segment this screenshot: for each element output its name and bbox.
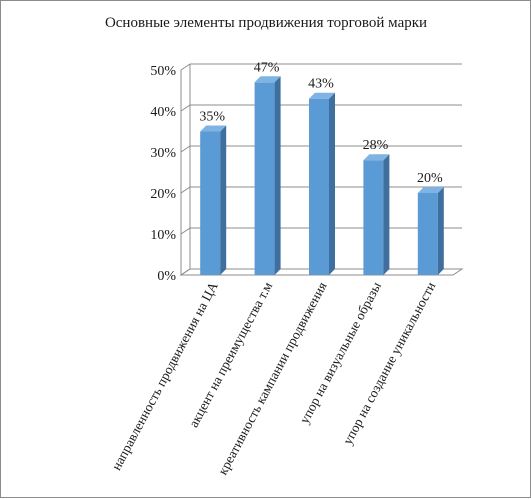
gridline-side	[180, 104, 191, 112]
y-tick-label: 50%	[150, 64, 176, 79]
x-category-label: направленность продвижения на ЦА	[109, 279, 221, 473]
bar	[417, 193, 438, 275]
gridline-side	[180, 227, 191, 235]
data-label: 28%	[363, 138, 389, 153]
data-label: 47%	[254, 60, 280, 75]
x-category-label: упор на создание уникальности	[340, 279, 439, 447]
y-tick-label: 10%	[150, 228, 176, 243]
bar	[363, 160, 384, 275]
bar-top	[363, 154, 390, 161]
y-tick-label: 20%	[150, 187, 176, 202]
data-label: 35%	[199, 110, 225, 125]
bar-top	[200, 125, 227, 132]
bar	[309, 98, 329, 275]
data-label: 43%	[308, 77, 334, 92]
y-axis-ticks: 0% 10% 20% 30% 40% 50%	[150, 64, 176, 284]
data-labels: 35% 47% 43% 28% 20%	[199, 60, 443, 186]
x-category-label: креативность кампании продвижения	[215, 279, 330, 477]
bar-side	[220, 125, 227, 275]
bar	[200, 131, 221, 275]
gridline-side	[180, 145, 191, 153]
bar	[254, 82, 275, 275]
bar-top	[417, 187, 444, 193]
gridline-side	[180, 63, 191, 71]
bar-side	[329, 92, 335, 275]
bar-side	[383, 154, 390, 275]
bar-top	[254, 76, 281, 83]
gridline-side	[180, 268, 191, 276]
bar-side	[274, 76, 281, 275]
bars	[200, 76, 444, 275]
gridline-side	[180, 186, 191, 194]
chart-title: Основные элементы продвижения торговой м…	[105, 15, 427, 31]
data-label: 20%	[417, 171, 443, 186]
y-tick-label: 0%	[157, 269, 176, 284]
bar-side	[437, 187, 444, 275]
bar-top	[309, 92, 335, 99]
y-tick-label: 30%	[150, 146, 176, 161]
y-tick-label: 40%	[150, 105, 176, 120]
